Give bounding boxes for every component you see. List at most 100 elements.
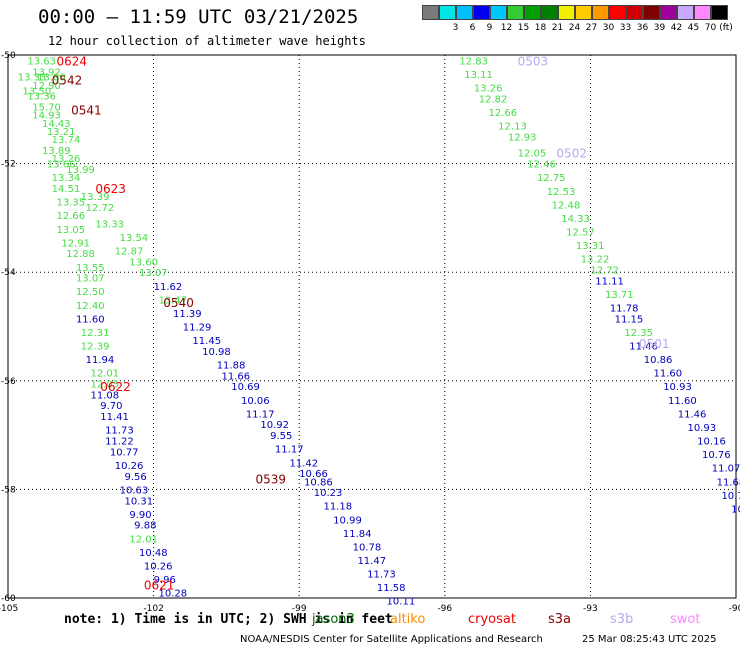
wave-height-reading: 12.66 <box>57 211 86 222</box>
color-scale-label: 18 <box>534 23 547 33</box>
wave-height-reading: 13.50 <box>23 86 52 97</box>
wave-height-reading: 13.55 <box>76 263 105 274</box>
wave-height-reading: 12.46 <box>527 160 556 171</box>
color-scale-swatch <box>626 5 643 20</box>
color-scale-swatch <box>507 5 524 20</box>
wave-height-reading: 12.72 <box>590 265 619 276</box>
wave-height-reading: 11.17 <box>275 445 304 456</box>
wave-height-reading: 9.88 <box>134 521 156 532</box>
color-scale-swatch <box>473 5 490 20</box>
latitude-tick-label: -54 <box>1 268 16 278</box>
color-scale-swatch <box>541 5 558 20</box>
wave-height-reading: 12.01 <box>129 534 158 545</box>
pass-id-label: 0621 <box>144 578 175 592</box>
latitude-tick-label: -56 <box>1 377 16 387</box>
wave-height-reading: 12.13 <box>498 122 527 133</box>
color-scale-label: 39 <box>653 23 666 33</box>
wave-height-reading: 10.48 <box>139 548 168 559</box>
color-scale-swatch <box>439 5 456 20</box>
color-scale-swatch <box>711 5 728 20</box>
color-scale-swatch <box>694 5 711 20</box>
wave-height-reading: 13.07 <box>139 268 168 279</box>
pass-id-label: 0542 <box>52 73 83 87</box>
wave-height-reading: 13.39 <box>81 192 110 203</box>
color-scale-swatch <box>558 5 575 20</box>
wave-height-reading: 9.96 <box>154 575 176 586</box>
wave-height-reading: 13.99 <box>66 165 95 176</box>
pass-id-label: 0540 <box>163 296 194 310</box>
latitude-tick-label: -58 <box>1 485 16 495</box>
wave-height-reading: 11.46 <box>678 409 707 420</box>
pass-id-label: 0501 <box>639 337 670 351</box>
wave-height-reading: 10.66 <box>731 504 740 515</box>
wave-height-reading: 13.11 <box>464 70 493 81</box>
wave-height-reading: 13.60 <box>129 257 158 268</box>
wave-height-reading: 11.60 <box>653 369 682 380</box>
map-grid <box>7 54 737 599</box>
wave-height-reading: 10.26 <box>144 561 173 572</box>
wave-height-reading: 10.98 <box>202 347 231 358</box>
wave-height-reading: 13.22 <box>581 255 610 266</box>
wave-height-reading: 12.31 <box>81 328 110 339</box>
wave-height-reading: 12.88 <box>66 249 95 260</box>
color-scale-label: 21 <box>551 23 564 33</box>
color-scale-label: 27 <box>585 23 598 33</box>
wave-height-reading: 12.90 <box>32 81 61 92</box>
wave-height-reading: 13.26 <box>474 84 503 95</box>
wave-height-reading: 11.15 <box>615 314 644 325</box>
wave-height-reading: 9.70 <box>100 401 122 412</box>
color-scale-swatch <box>422 5 439 20</box>
wave-height-reading: 13.26 <box>52 154 81 165</box>
wave-height-reading: 14.43 <box>42 119 71 130</box>
color-scale-swatch <box>524 5 541 20</box>
wave-height-reading: 13.54 <box>120 233 149 244</box>
wave-height-reading: 12.39 <box>81 342 110 353</box>
wave-height-reading: 13.34 <box>52 173 81 184</box>
color-scale-label: 9 <box>486 23 493 33</box>
page-title: 00:00 — 11:59 UTC 03/21/2025 <box>38 6 359 28</box>
color-scale-label: 12 <box>500 23 513 33</box>
wave-height-reading: 11.08 <box>91 390 120 401</box>
color-scale-label: 3 <box>452 23 459 33</box>
pass-id-label: 0623 <box>95 182 126 196</box>
wave-height-reading: 11.94 <box>86 355 115 366</box>
wave-height-reading: 9.55 <box>270 431 292 442</box>
footnote: note: 1) Time is in UTC; 2) SWH is in fe… <box>64 612 393 627</box>
wave-height-reading: 13.05 <box>57 225 86 236</box>
wave-height-reading: 11.78 <box>610 303 639 314</box>
mission-cryosat: cryosat <box>468 612 516 627</box>
color-scale-label: 45 <box>687 23 700 33</box>
color-scale-swatch <box>592 5 609 20</box>
wave-height-reading: 11.62 <box>154 282 183 293</box>
wave-height-reading: 14.51 <box>52 184 81 195</box>
wave-height-reading: 13.33 <box>95 219 124 230</box>
wave-height-reading: 10.77 <box>721 491 740 502</box>
map-frame <box>7 54 737 599</box>
wave-height-reading: 10.23 <box>314 488 343 499</box>
wave-height-reading: 11.41 <box>100 412 129 423</box>
longitude-tick-label: -96 <box>437 604 452 614</box>
wave-height-reading: 13.21 <box>47 127 76 138</box>
wave-height-reading: 12.53 <box>547 187 576 198</box>
wave-height-reading: 10.77 <box>110 447 139 458</box>
wave-height-reading: 12.05 <box>518 149 547 160</box>
wave-height-reading: 12.91 <box>61 238 90 249</box>
longitude-tick-label: -90 <box>729 604 740 614</box>
wave-height-readings: 13.6313.9213.3313.0012.9013.5013.3615.70… <box>18 56 740 607</box>
wave-height-reading: 10.66 <box>299 469 328 480</box>
wave-height-reading: 11.60 <box>668 396 697 407</box>
wave-height-reading: 10.26 <box>115 461 144 472</box>
color-scale-label: 33 <box>619 23 632 33</box>
longitude-tick-label: -102 <box>143 604 163 614</box>
latitude-tick-label: -50 <box>1 51 16 61</box>
color-scale-swatch <box>660 5 677 20</box>
wave-height-reading: 14.33 <box>561 214 590 225</box>
wave-height-reading: 11.60 <box>76 314 105 325</box>
wave-height-reading: 12.82 <box>479 94 508 105</box>
wave-height-reading: 13.35 <box>57 198 86 209</box>
wave-height-reading: 12.05 <box>91 380 120 391</box>
wave-height-reading: 12.93 <box>508 132 537 143</box>
wave-height-reading: 12.66 <box>488 108 517 119</box>
wave-height-reading: 13.63 <box>27 56 56 67</box>
longitude-tick-label: -99 <box>292 604 307 614</box>
